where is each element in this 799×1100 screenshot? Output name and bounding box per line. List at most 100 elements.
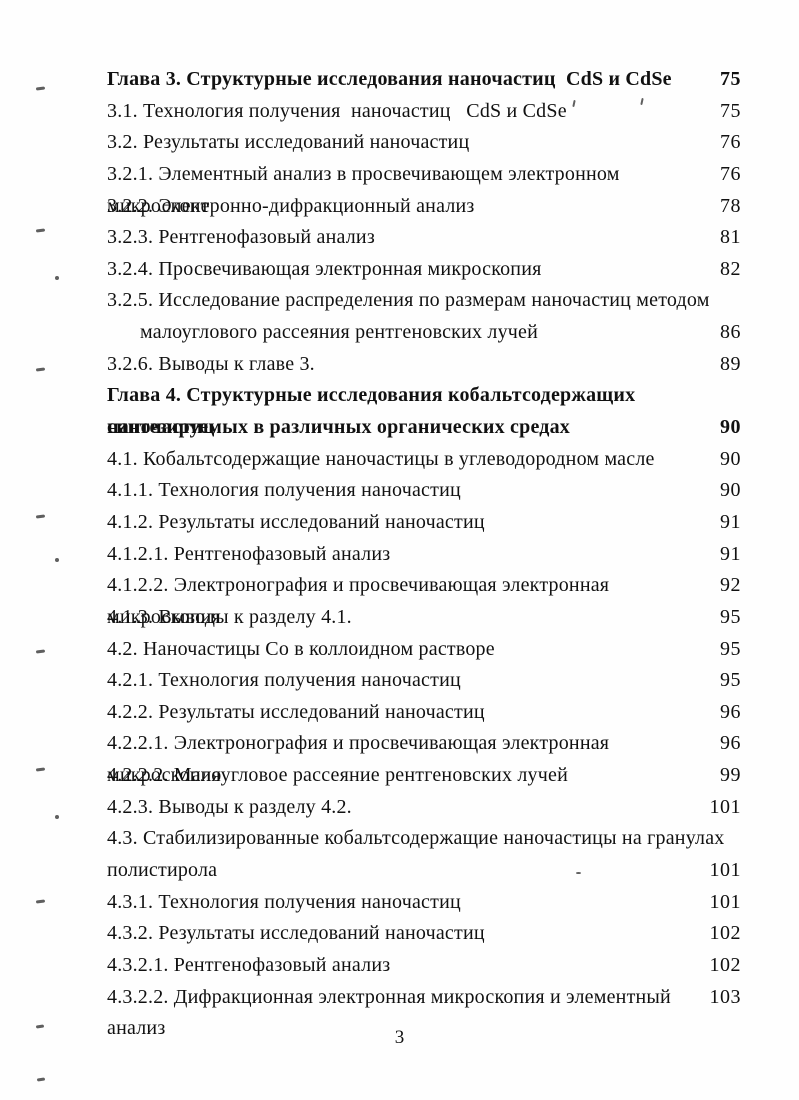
toc-entry-text: 3.2.5. Исследование распределения по раз… xyxy=(107,289,710,312)
toc-entry-page-number: 90 xyxy=(720,479,741,502)
toc-entry-page-number: 78 xyxy=(720,194,741,217)
toc-entry-text: полистирола xyxy=(107,859,218,882)
toc-entry-page-number: 76 xyxy=(720,162,741,185)
toc-entry: 4.1.2.2. Электронография и просвечивающа… xyxy=(107,570,741,628)
toc-entry-page-number: 101 xyxy=(709,890,741,913)
toc-entry: 4.3.2.2. Дифракционная электронная микро… xyxy=(107,982,741,1040)
scan-artifact xyxy=(35,899,46,904)
toc-entry-text: 4.2.2.1. Электронография и просвечивающа… xyxy=(107,732,615,787)
toc-entry: 3.1. Технология получения наночастиц CdS… xyxy=(107,96,741,128)
toc-entry-text: Глава 3. Структурные исследования наноча… xyxy=(107,68,672,90)
toc-entry-text: 4.3.2.1. Рентгенофазовый анализ xyxy=(107,953,391,976)
toc-entry-page-number: 95 xyxy=(720,605,741,628)
toc-entry-page-number: 89 xyxy=(720,352,741,375)
toc-entry-text: 4.1.1. Технология получения наночастиц xyxy=(107,479,461,502)
toc-entry-text: 4.1.2.2. Электронография и просвечивающа… xyxy=(107,574,615,628)
scan-artifact xyxy=(35,649,46,654)
toc-entry: 4.2.1. Технология получения наночастиц 9… xyxy=(107,665,741,697)
toc-entry-page-number: 102 xyxy=(709,922,741,945)
toc-entry-text: 4.1.3. Выводы к разделу 4.1. xyxy=(107,605,352,628)
toc-entry-page-number: 75 xyxy=(720,99,741,122)
toc-entry: 3.2.1. Элементный анализ в просвечивающе… xyxy=(107,159,741,217)
toc-entry-text: 4.2.3. Выводы к разделу 4.2. xyxy=(107,795,352,818)
toc-entry-page-number: 96 xyxy=(720,732,741,755)
toc-entry: синтезируемых в различных органических с… xyxy=(107,412,741,444)
toc-entry: 4.1.3. Выводы к разделу 4.1. 95 xyxy=(107,602,741,634)
toc-entry: 3.2. Результаты исследований наночастиц … xyxy=(107,127,741,159)
toc-entry: Глава 3. Структурные исследования наноча… xyxy=(107,64,741,96)
toc-list: Глава 3. Структурные исследования наноча… xyxy=(107,64,741,1040)
toc-entry-text: 3.2.6. Выводы к главе 3. xyxy=(107,352,315,375)
toc-entry-text: Глава 4. Структурные исследования кобаль… xyxy=(107,384,641,439)
toc-entry-page-number: 92 xyxy=(720,574,741,597)
toc-entry: 4.3.1. Технология получения наночастиц 1… xyxy=(107,887,741,919)
toc-entry: 4.2.2.1. Электронография и просвечивающа… xyxy=(107,728,741,786)
toc-entry-text: малоуглового рассеяния рентгеновских луч… xyxy=(140,321,539,344)
toc-entry-text: 4.3.2. Результаты исследований наночасти… xyxy=(107,922,485,945)
toc-entry-page-number: 96 xyxy=(720,700,741,723)
toc-entry: 4.2.2. Результаты исследований наночасти… xyxy=(107,697,741,729)
toc-entry-text: 4.2.2.2. Малоугловое рассеяние рентгенов… xyxy=(107,764,568,787)
toc-entry: 3.2.5. Исследование распределения по раз… xyxy=(107,285,741,317)
toc-entry-page-number: 75 xyxy=(720,68,741,90)
toc-entry: 4.1.1. Технология получения наночастиц 9… xyxy=(107,475,741,507)
toc-entry: 4.1. Кобальтсодержащие наночастицы в угл… xyxy=(107,444,741,476)
scan-artifact xyxy=(55,558,59,562)
toc-entry-page-number: 81 xyxy=(720,226,741,249)
toc-entry-text: 4.1.2. Результаты исследований наночасти… xyxy=(107,510,485,533)
toc-entry-page-number: 99 xyxy=(720,764,741,787)
toc-entry: 3.2.6. Выводы к главе 3. 89 xyxy=(107,349,741,381)
toc-entry-text: 4.3.1. Технология получения наночастиц xyxy=(107,890,461,913)
scan-artifact xyxy=(35,514,46,519)
toc-entry-page-number: 101 xyxy=(709,795,741,818)
toc-entry-page-number: 101 xyxy=(709,859,741,882)
toc-entry-page-number: 86 xyxy=(720,321,741,344)
toc-entry: малоуглового рассеяния рентгеновских луч… xyxy=(107,317,741,349)
toc-entry-page-number: 90 xyxy=(720,447,741,470)
toc-entry: Глава 4. Структурные исследования кобаль… xyxy=(107,380,741,438)
toc-entry-page-number: 90 xyxy=(720,416,741,439)
toc-entry: 4.1.2. Результаты исследований наночасти… xyxy=(107,507,741,539)
toc-entry-page-number: 91 xyxy=(720,510,741,533)
toc-entry-page-number: 82 xyxy=(720,257,741,280)
toc-entry-text: 3.2.2. Электронно-дифракционный анализ xyxy=(107,194,475,217)
toc-entry: 3.2.4. Просвечивающая электронная микрос… xyxy=(107,254,741,286)
toc-entry-text: 3.1. Технология получения наночастиц CdS… xyxy=(107,99,567,122)
toc-entry: 4.2. Наночастицы Co в коллоидном раствор… xyxy=(107,634,741,666)
scan-artifact xyxy=(55,276,59,280)
toc-entry-text: 4.1. Кобальтсодержащие наночастицы в угл… xyxy=(107,447,655,470)
toc-entry: 4.3. Стабилизированные кобальтсодержащие… xyxy=(107,823,741,855)
toc-entry-page-number: 95 xyxy=(720,637,741,660)
toc-entry: 3.2.3. Рентгенофазовый анализ 81 xyxy=(107,222,741,254)
toc-entry-text: 4.2. Наночастицы Co в коллоидном раствор… xyxy=(107,637,495,660)
toc-entry-text: 4.3. Стабилизированные кобальтсодержащие… xyxy=(107,827,725,850)
scan-artifact xyxy=(35,228,46,233)
toc-entry-page-number: 95 xyxy=(720,669,741,692)
toc-entry: 4.2.2.2. Малоугловое рассеяние рентгенов… xyxy=(107,760,741,792)
toc-entry: 4.1.2.1. Рентгенофазовый анализ 91 xyxy=(107,539,741,571)
scan-artifact xyxy=(35,767,46,772)
toc-entry-text: 4.2.1. Технология получения наночастиц xyxy=(107,669,461,692)
toc-entry-page-number: 102 xyxy=(709,953,741,976)
toc-entry: 4.3.2.1. Рентгенофазовый анализ 102 xyxy=(107,950,741,982)
toc-entry: 4.3.2. Результаты исследований наночасти… xyxy=(107,918,741,950)
toc-entry-page-number: 103 xyxy=(709,985,741,1008)
scan-artifact xyxy=(55,815,59,819)
toc-entry-text: 3.2. Результаты исследований наночастиц xyxy=(107,131,470,154)
toc-entry-page-number: 76 xyxy=(720,131,741,154)
toc-entry-text: 3.2.4. Просвечивающая электронная микрос… xyxy=(107,257,542,280)
scan-artifact xyxy=(35,367,46,372)
toc-entry-text: 4.2.2. Результаты исследований наночасти… xyxy=(107,700,485,723)
page-number-footer: 3 xyxy=(394,1027,405,1048)
scan-artifact xyxy=(36,1077,46,1082)
toc-entry: 4.2.3. Выводы к разделу 4.2. 101 xyxy=(107,792,741,824)
scan-artifact xyxy=(35,86,46,91)
toc-entry: 3.2.2. Электронно-дифракционный анализ 7… xyxy=(107,191,741,223)
toc-entry-page-number: 91 xyxy=(720,542,741,565)
toc-entry-text: 3.2.1. Элементный анализ в просвечивающе… xyxy=(107,162,625,217)
toc-entry-text: 4.1.2.1. Рентгенофазовый анализ xyxy=(107,542,391,565)
toc-entry-text: 3.2.3. Рентгенофазовый анализ xyxy=(107,226,375,249)
toc-entry-text: синтезируемых в различных органических с… xyxy=(107,416,570,439)
toc-entry-text: 4.3.2.2. Дифракционная электронная микро… xyxy=(107,985,677,1040)
